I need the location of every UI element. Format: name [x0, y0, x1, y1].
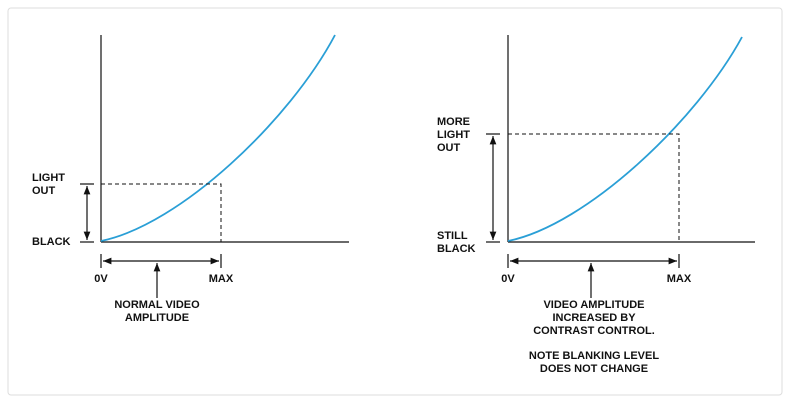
note: NOTE BLANKING LEVEL: [529, 350, 659, 362]
guide-lines: [101, 183, 222, 242]
label: MAX: [667, 273, 692, 285]
caption: INCREASED BY: [552, 312, 636, 324]
label: BLACK: [437, 243, 476, 255]
right-panel: MORE LIGHT OUT STILL BLACK 0V MAX VIDEO …: [437, 35, 755, 375]
label: STILL: [437, 230, 468, 242]
label: OUT: [437, 142, 461, 154]
caption: AMPLITUDE: [125, 312, 189, 324]
label: OUT: [32, 185, 56, 197]
caption: VIDEO AMPLITUDE: [543, 299, 644, 311]
guide-lines: [508, 133, 680, 242]
label: BLACK: [32, 236, 71, 248]
label: MORE: [437, 116, 470, 128]
caption: CONTRAST CONTROL.: [533, 325, 655, 337]
note: DOES NOT CHANGE: [540, 363, 648, 375]
left-panel: LIGHT OUT BLACK 0V MAX NORMAL VIDEO AMPL…: [32, 34, 349, 324]
frame: [7, 7, 783, 396]
label: 0V: [501, 273, 515, 285]
response-curve: [100, 34, 336, 242]
label: MAX: [209, 273, 234, 285]
label: LIGHT: [32, 172, 65, 184]
label: LIGHT: [437, 129, 470, 141]
caption: NORMAL VIDEO: [114, 299, 200, 311]
label: 0V: [94, 273, 108, 285]
response-curve: [507, 36, 743, 242]
